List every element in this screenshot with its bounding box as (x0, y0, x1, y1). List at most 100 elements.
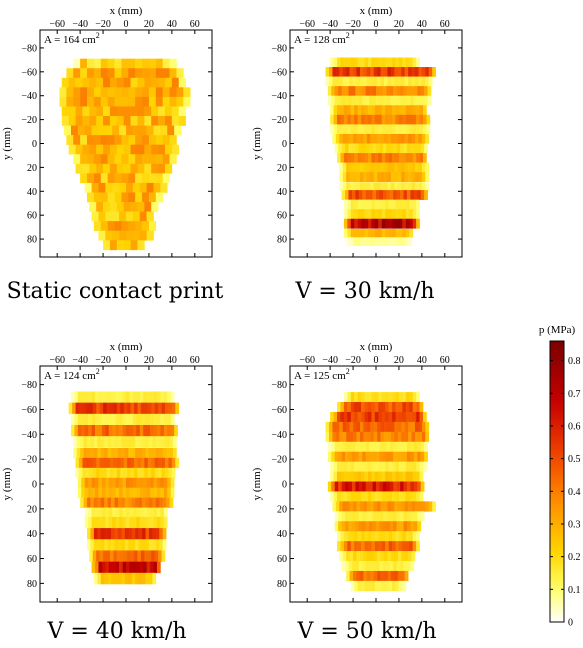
pressure-cell (367, 580, 372, 592)
pressure-cell (116, 116, 125, 126)
pressure-cell (353, 67, 357, 77)
pressure-cell (98, 391, 103, 403)
pressure-cell (386, 143, 391, 154)
pressure-cell (139, 211, 147, 222)
pressure-cell (148, 539, 153, 551)
pressure-cell (369, 86, 373, 97)
pressure-cell (170, 477, 175, 489)
pressure-cell (412, 124, 417, 135)
colorbar-label: p (MPa) (539, 324, 576, 336)
area-annotation: A = 124 cm2 (44, 367, 100, 382)
pressure-cell (378, 580, 383, 592)
pressure-cell (395, 114, 400, 125)
pressure-cell (143, 516, 147, 529)
pressure-cell (413, 481, 418, 492)
pressure-cell (400, 451, 404, 462)
pressure-cell (409, 209, 413, 220)
pressure-cell (107, 192, 115, 203)
pressure-cell (146, 413, 151, 426)
pressure-cell (417, 521, 422, 532)
pressure-cell (108, 413, 113, 426)
pressure-cell (354, 114, 358, 125)
pressure-cell (109, 116, 118, 126)
pressure-cell (343, 124, 348, 135)
pressure-cell (384, 182, 388, 191)
pressure-cell (167, 125, 175, 136)
pressure-cell (150, 413, 154, 426)
pressure-cell (87, 539, 91, 551)
pressure-cell (387, 162, 392, 173)
pressure-cell (150, 507, 154, 518)
pressure-cell (121, 436, 126, 448)
pressure-cell (395, 209, 400, 220)
pressure-cell (73, 436, 77, 448)
pressure-cell (418, 182, 423, 191)
pressure-cell (357, 199, 362, 210)
pressure-cell (371, 114, 376, 125)
heatmap-panel-2: −60 −40 −20 0 20 40 60x (mm)−80−60−40−20020406… (251, 5, 463, 258)
pressure-cell (381, 392, 386, 403)
pressure-cell (347, 57, 352, 68)
pressure-cell (75, 457, 80, 469)
pressure-cell (91, 211, 99, 222)
pressure-cell (393, 561, 397, 572)
pressure-cell (161, 402, 166, 415)
pressure-cell (155, 436, 160, 448)
pressure-cell (362, 511, 366, 522)
pressure-cell (159, 528, 163, 540)
pressure-cell (416, 531, 420, 542)
pressure-cell (142, 497, 146, 508)
pressure-cell (367, 57, 372, 68)
pressure-cell (420, 511, 425, 522)
pressure-cell (371, 411, 376, 423)
pressure-cell (109, 163, 118, 174)
pressure-cell (148, 192, 157, 203)
pressure-cell (414, 133, 419, 144)
pressure-cell (342, 133, 347, 144)
pressure-cell (345, 441, 349, 453)
pressure-cell (337, 114, 341, 125)
pressure-cell (361, 209, 365, 220)
y-tick-label: 60 (27, 211, 37, 222)
pressure-cell (363, 162, 368, 173)
pressure-cell (146, 125, 154, 136)
pressure-cell (66, 135, 74, 145)
pressure-cell (101, 507, 106, 518)
pressure-cell (89, 402, 94, 415)
pressure-cell (405, 218, 410, 229)
pressure-cell (61, 77, 69, 88)
y-tick-label: 80 (277, 579, 287, 590)
pressure-cell (402, 209, 407, 220)
pressure-cell (103, 163, 111, 174)
pressure-cell (339, 182, 344, 191)
pressure-cell (398, 580, 403, 592)
pressure-cell (384, 501, 388, 512)
pressure-cell (335, 67, 340, 77)
pressure-cell (162, 497, 167, 508)
pressure-cell (385, 124, 389, 135)
pressure-cell (162, 154, 170, 165)
pressure-cell (108, 477, 113, 489)
pressure-cell (421, 133, 426, 144)
pressure-cell (143, 477, 147, 489)
pressure-cell (402, 57, 407, 68)
pressure-cell (371, 57, 376, 68)
pressure-cell (132, 561, 137, 574)
pressure-cell (372, 511, 377, 522)
pressure-cell (156, 516, 161, 529)
pressure-cell (371, 153, 376, 163)
pressure-cell (126, 561, 130, 574)
pressure-cell (109, 550, 114, 562)
pressure-cell (378, 411, 383, 423)
pressure-cell (363, 501, 368, 512)
pressure-cell (379, 143, 384, 154)
pressure-cell (397, 172, 402, 183)
pressure-cell (369, 511, 373, 522)
pressure-cell (139, 182, 147, 193)
colorbar-tick-label: 0 (568, 618, 573, 629)
pressure-cell (381, 114, 386, 125)
pressure-cell (130, 106, 138, 117)
pressure-cell (356, 76, 361, 87)
pressure-cell (144, 550, 149, 562)
